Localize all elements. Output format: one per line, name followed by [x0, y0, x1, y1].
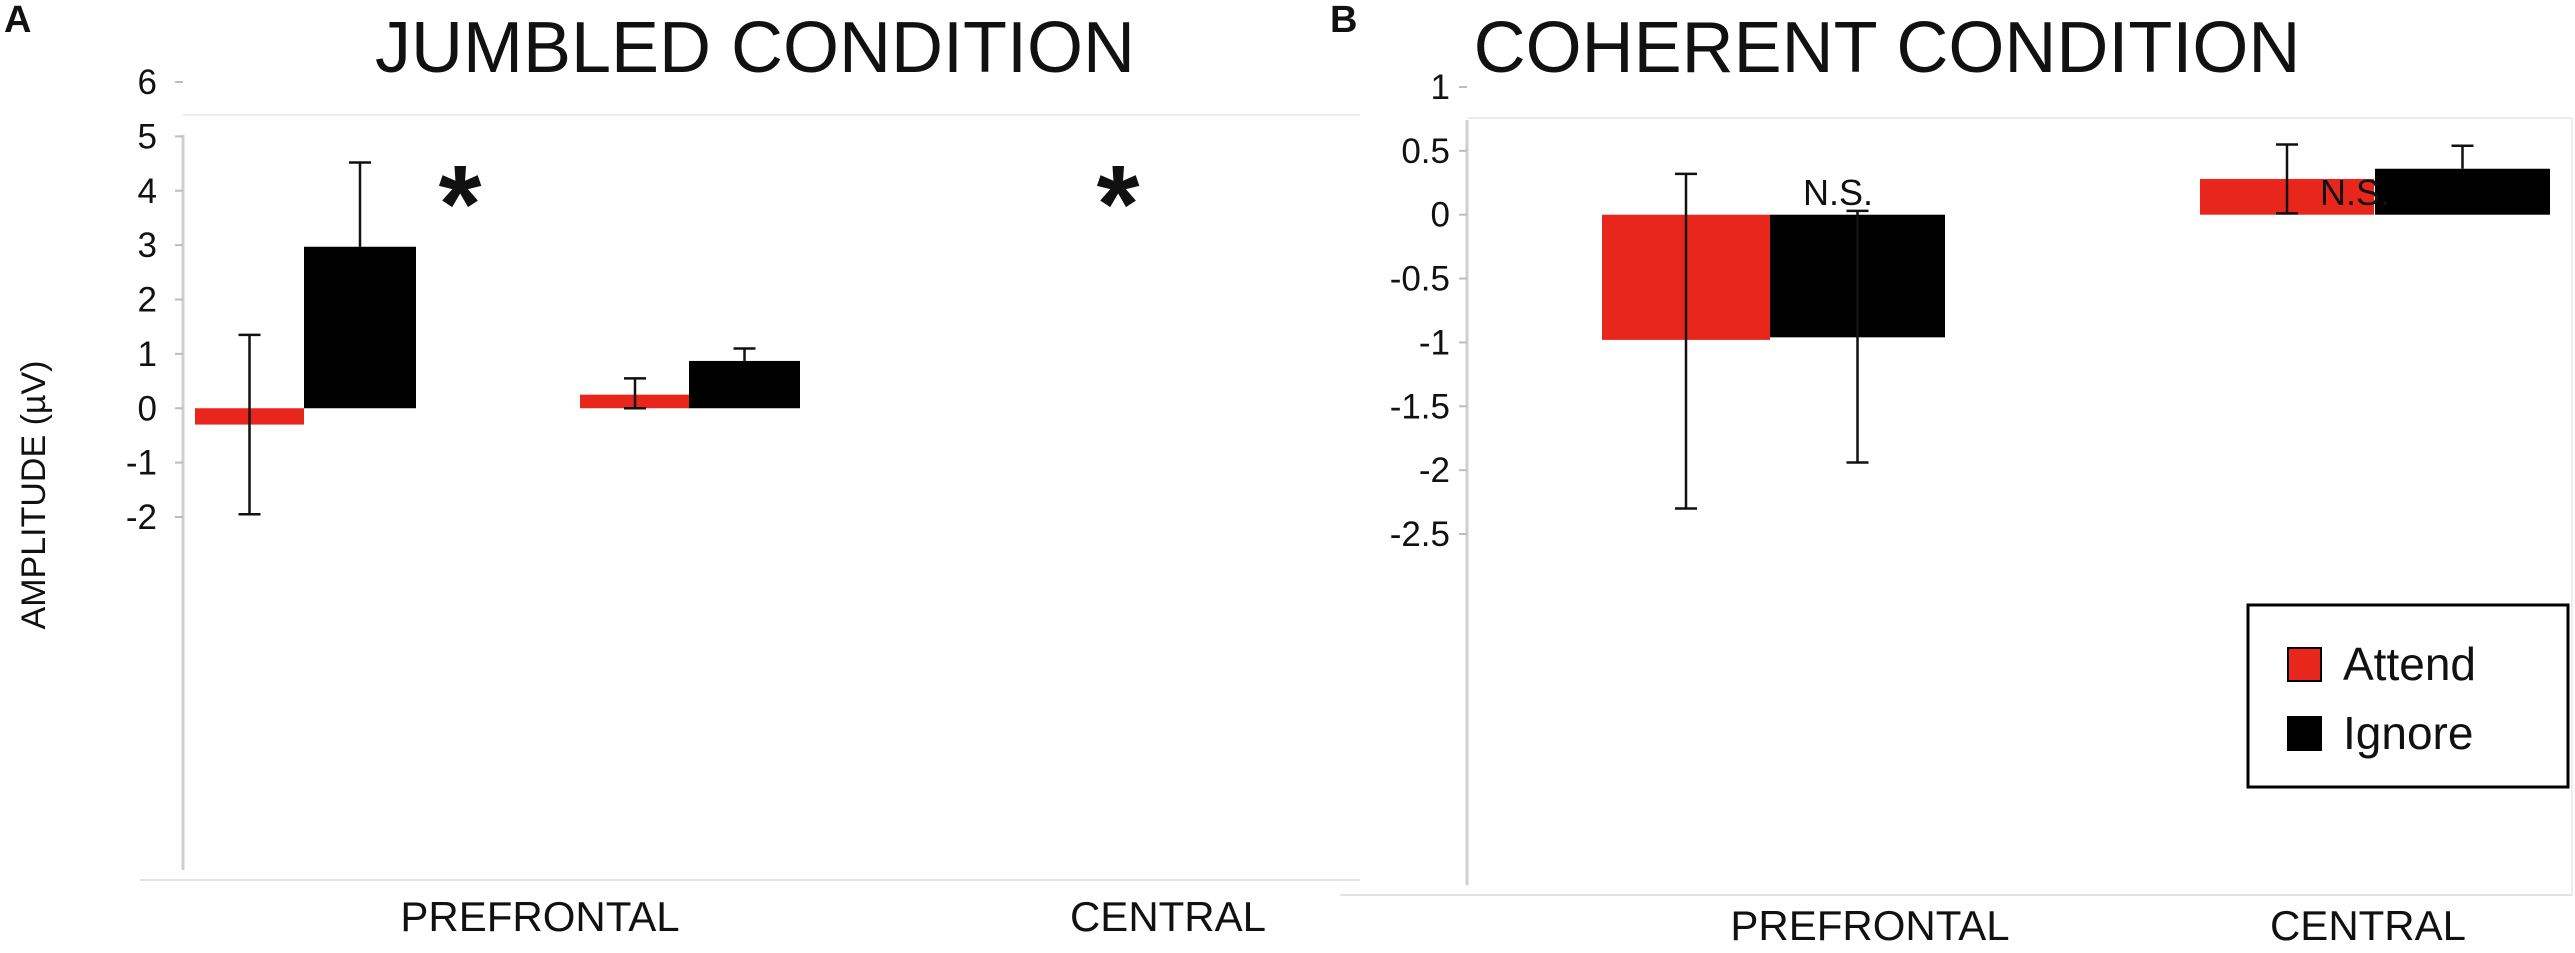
panel-b-tick-label: -0.5: [1390, 260, 1450, 299]
panel-a-tick-label: 1: [138, 335, 157, 374]
panel-a-y-axis-label: AMPLITUDE (µV): [15, 361, 53, 630]
panel-a: A JUMBLED CONDITION AMPLITUDE (µV) -2 -1 0…: [4, 0, 1360, 940]
panel-b-tick-label: 1: [1431, 68, 1450, 107]
panel-b-tick-label: -1.5: [1390, 387, 1450, 426]
significance-central: N.S.: [2320, 172, 2390, 213]
bar-ignore-prefrontal: [304, 246, 416, 409]
panel-a-categories: PREFRONTAL CENTRAL: [400, 893, 1266, 940]
significance-central: *: [1097, 143, 1140, 266]
category-label-central: CENTRAL: [1070, 893, 1266, 940]
panel-a-ticks: -2 -1 0 1 2 3 4 5 6: [126, 63, 183, 537]
panel-a-tick-label: 2: [138, 281, 157, 320]
panel-a-letter: A: [4, 0, 31, 41]
panel-b-tick-label: -2: [1419, 451, 1450, 490]
legend-box: [2246, 603, 2570, 789]
panel-a-tick-label: 6: [138, 63, 157, 102]
panel-b-bars: N.S. N.S.: [1602, 143, 2550, 510]
panel-a-tick-label: 4: [138, 172, 157, 211]
category-label-central: CENTRAL: [2270, 902, 2466, 949]
panel-b-title: COHERENT CONDITION: [1474, 8, 2301, 88]
legend-label-attend: Attend: [2343, 638, 2476, 690]
panel-a-tick-label: 0: [138, 389, 157, 428]
panel-b-tick-label: -2.5: [1390, 515, 1450, 554]
panel-a-bars: * *: [195, 143, 1140, 516]
category-label-prefrontal: PREFRONTAL: [400, 893, 679, 940]
legend-swatch-attend: [2287, 647, 2322, 682]
category-label-prefrontal: PREFRONTAL: [1730, 902, 2009, 949]
panel-b-tick-label: 0.5: [1401, 132, 1450, 171]
legend-swatch-ignore: [2287, 716, 2322, 751]
panel-b-categories: PREFRONTAL CENTRAL: [1730, 902, 2466, 949]
bar-ignore-central: [2375, 168, 2550, 215]
panel-a-title: JUMBLED CONDITION: [375, 8, 1135, 88]
bar-ignore-central: [689, 360, 800, 409]
panel-b-tick-label: 0: [1431, 196, 1450, 235]
panel-b-tick-label: -1: [1419, 323, 1450, 362]
legend: Attend Ignore: [2246, 603, 2570, 789]
legend-label-ignore: Ignore: [2343, 707, 2473, 759]
panel-a-tick-label: 3: [138, 226, 157, 265]
panel-a-tick-label: -2: [126, 498, 157, 537]
panel-b-ticks: -2.5 -2 -1.5 -1 -0.5 0 0.5 1: [1390, 68, 1467, 554]
panel-a-tick-label: -1: [126, 444, 157, 483]
panel-b-letter: B: [1330, 0, 1357, 41]
significance-prefrontal: *: [439, 143, 482, 266]
panel-b: B COHERENT CONDITION -2.5 -2 -1.5 -1 -0.5 0 0.…: [1330, 0, 2573, 949]
panel-a-tick-label: 5: [138, 117, 157, 156]
significance-prefrontal: N.S.: [1803, 172, 1873, 213]
